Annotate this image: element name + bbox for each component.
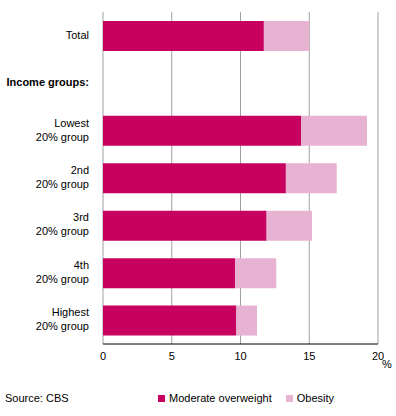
svg-text:Income groups:: Income groups: bbox=[8, 76, 89, 88]
svg-text:Highest20% group: Highest20% group bbox=[36, 306, 89, 332]
html-text:Source: CBS: Source: CBS bbox=[5, 392, 69, 404]
svg-text:4th20% group: 4th20% group bbox=[36, 259, 89, 285]
svg-text:Total: Total bbox=[66, 29, 89, 41]
svg-text:5: 5 bbox=[169, 350, 175, 362]
svg-text:15: 15 bbox=[303, 350, 315, 362]
svg-text:10: 10 bbox=[234, 350, 246, 362]
svg-text:2nd20% group: 2nd20% group bbox=[36, 164, 89, 190]
svg-text:Lowest20% group: Lowest20% group bbox=[36, 116, 89, 142]
svg-text:20: 20 bbox=[371, 349, 385, 362]
svg-text:0: 0 bbox=[100, 350, 106, 362]
html-text:Obesity: Obesity bbox=[296, 392, 334, 404]
svg-text:3rd20% group: 3rd20% group bbox=[36, 211, 89, 237]
html-text:Moderate overweight: Moderate overweight bbox=[169, 392, 272, 404]
